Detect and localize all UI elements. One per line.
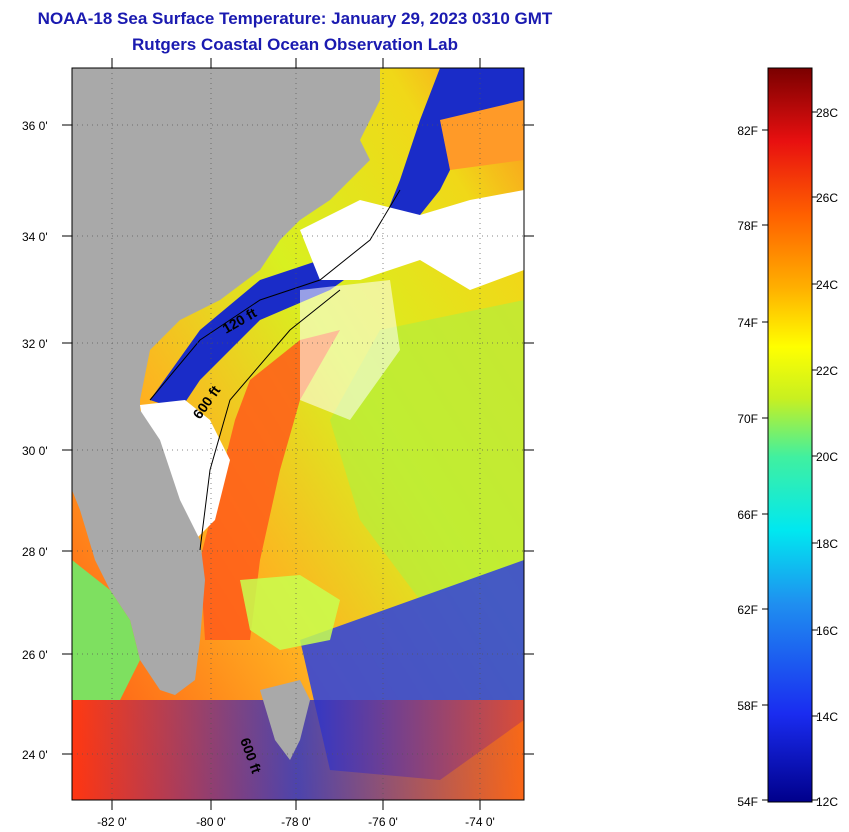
colorbar-f-label: 62F	[737, 603, 758, 617]
sst-map: 36 0' 34 0' 32 0' 30 0' 28 0' 26 0' 24 0…	[22, 58, 534, 829]
lat-label: 34 0'	[22, 230, 48, 244]
axis-ticks	[62, 58, 534, 810]
caribbean-islands-land	[260, 680, 310, 760]
colorbar-c-label: 26C	[816, 191, 838, 205]
gulf-of-mexico-area	[72, 560, 140, 700]
colorbar-c-label: 20C	[816, 450, 838, 464]
colorbar-c-label: 16C	[816, 624, 838, 638]
contour-120ft	[149, 189, 401, 401]
lat-label: 26 0'	[22, 648, 48, 662]
lon-label: -80 0'	[196, 815, 226, 829]
colorbar-f-label: 66F	[737, 508, 758, 522]
lat-label: 28 0'	[22, 545, 48, 559]
northeast-warm-patch	[440, 100, 524, 170]
lat-label: 32 0'	[22, 337, 48, 351]
gulf-stream	[200, 330, 340, 640]
colorbar-c-label: 22C	[816, 364, 838, 378]
cloud-florida-coast	[140, 400, 230, 540]
colorbar-f-ticks	[762, 129, 768, 801]
colorbar-c-label: 14C	[816, 710, 838, 724]
cloud-north	[300, 190, 524, 290]
temperature-colorbar: 82F 78F 74F 70F 66F 62F 58F 54F 28C 26C …	[737, 67, 838, 809]
map-frame	[71, 67, 525, 801]
coastal-cool-band	[150, 68, 524, 410]
colorbar-f-label: 54F	[737, 795, 758, 809]
map-subtitle: Rutgers Coastal Ocean Observation Lab	[132, 35, 458, 54]
colorbar-f-label: 70F	[737, 412, 758, 426]
colorbar-f-label: 82F	[737, 124, 758, 138]
colorbar-c-label: 28C	[816, 106, 838, 120]
colorbar-c-ticks	[812, 111, 818, 801]
bahamas-bank	[240, 575, 340, 650]
lat-label: 36 0'	[22, 119, 48, 133]
lat-label: 24 0'	[22, 748, 48, 762]
colorbar-f-label: 78F	[737, 219, 758, 233]
grid-lines	[72, 68, 524, 800]
lon-label: -78 0'	[281, 815, 311, 829]
contour-600ft	[199, 289, 341, 551]
lat-label: 30 0'	[22, 444, 48, 458]
lon-label: -74 0'	[465, 815, 495, 829]
colorbar-ramp	[767, 67, 813, 803]
map-title: NOAA-18 Sea Surface Temperature: January…	[37, 9, 553, 28]
lon-label: -82 0'	[97, 815, 127, 829]
colorbar-c-label: 24C	[816, 278, 838, 292]
colorbar-f-label: 74F	[737, 316, 758, 330]
us-east-coast-land	[72, 68, 380, 695]
colorbar-c-label: 18C	[816, 537, 838, 551]
colorbar-c-label: 12C	[816, 795, 838, 809]
cloud-speckle-area	[300, 280, 400, 420]
colorbar-f-label: 58F	[737, 699, 758, 713]
lon-label: -76 0'	[368, 815, 398, 829]
